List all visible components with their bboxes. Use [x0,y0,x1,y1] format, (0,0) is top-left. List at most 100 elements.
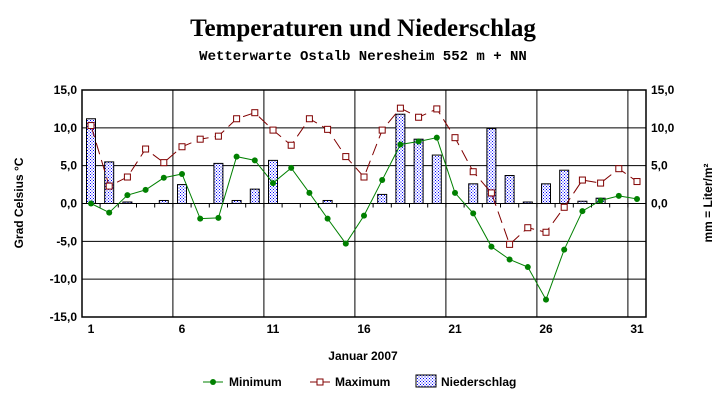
precipitation-bar [541,183,551,204]
minimum-point [342,240,349,247]
maximum-point [305,115,313,123]
legend-niederschlag-swatch [415,374,437,388]
maximum-point [87,122,95,130]
x-tick-label: 11 [267,322,280,336]
maximum-point [123,173,131,181]
y-tick-label-right: 5,0 [651,159,668,173]
maximum-point [233,115,241,123]
precipitation-bar [158,199,169,204]
chart-title: Temperaturen und Niederschlag [190,15,536,42]
maximum-point [178,143,186,151]
maximum-point [524,224,532,232]
maximum-point [196,135,204,143]
y-axis-label-right: mm = Liter/m² [701,163,715,242]
minimum-point [452,189,458,196]
precipitation-bar [249,188,260,205]
minimum-point [106,209,113,216]
y-tick-label-left: 15,0 [54,83,78,97]
x-tick-label: 6 [179,322,186,336]
maximum-point [396,104,404,112]
precipitation-bar [377,193,388,204]
minimum-point [433,134,440,141]
legend-niederschlag-label: Niederschlag [441,375,516,389]
precipitation-bar [486,128,497,204]
precipitation-bar [468,183,479,204]
minimum-point [379,177,386,184]
minimum-point [415,138,422,145]
maximum-point [469,168,477,176]
x-tick-label: 1 [88,322,95,336]
minimum-point [270,180,276,187]
minimum-point [561,246,568,253]
maximum-point [378,126,386,134]
maximum-point [578,176,586,184]
precipitation-bar [522,201,533,204]
maximum-point [542,228,550,236]
minimum-point [215,214,222,221]
maximum-point [615,165,623,173]
maximum-point [560,203,568,211]
maximum-point [415,113,423,121]
x-tick-label: 21 [448,322,462,336]
maximum-point [433,105,441,113]
minimum-point [597,197,604,204]
x-tick-label: 26 [539,322,553,336]
minimum-point [615,192,622,199]
precipitation-bar [213,162,224,204]
precipitation-bar [504,175,515,204]
y-tick-label-left: -10,0 [50,272,78,286]
maximum-point [269,126,277,134]
minimum-point [397,141,404,148]
y-axis-label-left: Grad Celsius °C [12,157,26,248]
legend: Minimum Maximum Niederschlag [203,374,516,389]
precipitation-bar [577,200,588,204]
precipitation-bar [322,199,333,204]
precipitation-bar [177,184,187,204]
minimum-point [361,212,367,219]
precipitation-bar [122,201,133,204]
maximum-point [451,134,459,142]
maximum-point [360,173,368,181]
minimum-point [488,243,495,250]
maximum-point [487,189,495,197]
precipitation-bar [559,169,570,204]
maximum-point [251,109,259,117]
minimum-point [324,215,331,222]
maximum-point [105,182,113,190]
y-tick-label-right: 10,0 [651,121,675,135]
precipitation-bar [413,138,424,204]
minimum-point [634,195,640,202]
maximum-point [160,159,168,167]
minimum-point [288,164,295,171]
minimum-point [543,296,549,303]
plot-frame [81,89,647,318]
y-tick-label-right: 15,0 [651,83,675,97]
minimum-point [160,174,167,181]
minimum-point [251,157,258,164]
maximum-point [324,125,332,133]
chart-subtitle: Wetterwarte Ostalb Neresheim 552 m + NN [199,49,527,65]
minimum-point [88,200,94,207]
maximum-point [342,153,350,161]
y-tick-label-left: 10,0 [54,121,78,135]
maximum-point [597,179,605,187]
y-tick-label-left: -5,0 [56,234,77,248]
legend-maximum-marker [316,378,324,386]
maximum-point [214,132,222,140]
precipitation-bar [231,199,242,204]
maximum-point [142,145,150,153]
x-tick-label: 31 [630,322,644,336]
minimum-point [506,256,513,263]
precipitation-bar [395,113,406,204]
x-axis-label: Januar 2007 [328,349,398,363]
minimum-point [306,189,313,196]
minimum-point [524,264,531,271]
y-tick-label-left: 5,0 [60,159,77,173]
minimum-point [233,153,240,160]
y-tick-label-left: 0,0 [60,197,77,211]
x-tick-label: 16 [357,322,371,336]
precipitation-bar [86,118,96,204]
minimum-point [579,208,586,215]
